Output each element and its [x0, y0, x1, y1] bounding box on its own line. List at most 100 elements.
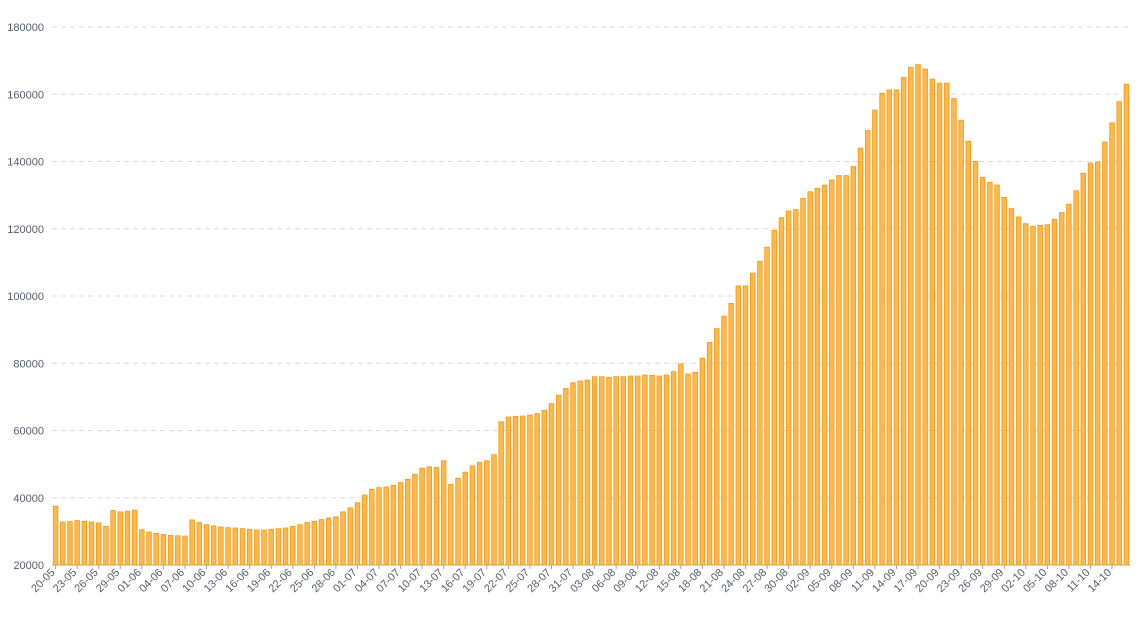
x-tick-label: 05-09	[805, 567, 833, 595]
bar	[800, 198, 806, 566]
bar	[210, 525, 217, 566]
bar	[1066, 203, 1072, 566]
bar	[678, 363, 684, 566]
bar	[972, 161, 979, 566]
bar	[304, 522, 310, 566]
bar	[721, 315, 727, 566]
bar	[498, 421, 504, 566]
x-tick-label: 02-10	[1000, 567, 1028, 595]
bar	[110, 510, 116, 566]
bar	[807, 191, 813, 566]
y-tick-label: 160000	[7, 89, 44, 101]
x-tick-label: 29-05	[94, 567, 122, 595]
bar	[987, 181, 993, 566]
bar	[261, 529, 267, 566]
x-tick-label: 09-08	[611, 567, 639, 595]
x-tick-label: 25-06	[288, 567, 316, 595]
bar	[893, 89, 900, 566]
bar	[282, 527, 289, 566]
bar	[1109, 122, 1115, 566]
bar	[67, 521, 73, 566]
bar	[872, 109, 878, 566]
bar	[714, 328, 720, 566]
bar	[915, 64, 921, 566]
bar	[512, 415, 519, 566]
x-tick-label: 01-07	[331, 567, 359, 595]
x-tick-label: 23-05	[51, 567, 79, 595]
y-tick-label: 120000	[7, 224, 44, 236]
bar	[1080, 172, 1086, 566]
bar	[764, 246, 770, 566]
y-tick-label: 80000	[13, 358, 44, 370]
bar	[886, 89, 892, 566]
bar	[706, 341, 713, 566]
bar	[340, 511, 346, 566]
x-tick-label: 19-06	[245, 567, 273, 595]
y-tick-label: 40000	[13, 493, 44, 505]
bar	[850, 166, 857, 566]
y-tick-label: 100000	[7, 291, 44, 303]
x-tick-label: 24-08	[719, 567, 747, 595]
bar	[455, 477, 461, 566]
bar	[146, 531, 152, 566]
bar	[613, 376, 619, 566]
bar	[117, 511, 123, 566]
bar	[1123, 83, 1130, 566]
bar	[60, 521, 66, 566]
bar	[167, 535, 174, 566]
x-tick-label: 16-07	[439, 567, 467, 595]
bar	[297, 524, 303, 566]
y-axis-ticks: 20000 40000 60000 80000 100000 120000 140000 16…	[7, 22, 44, 572]
bar	[606, 376, 612, 566]
bar	[246, 528, 253, 566]
bar	[685, 373, 691, 566]
bar	[1116, 101, 1122, 566]
bar	[347, 507, 353, 566]
x-tick-label: 15-08	[655, 567, 683, 595]
bar	[591, 376, 598, 566]
bar	[311, 520, 318, 566]
bar	[843, 175, 849, 566]
bar	[951, 98, 957, 566]
bar	[793, 209, 799, 566]
bar	[1001, 197, 1007, 566]
bar	[829, 179, 835, 566]
x-tick-label: 26-09	[956, 567, 984, 595]
bar	[175, 535, 181, 566]
bar	[929, 78, 936, 566]
bar	[620, 376, 627, 566]
bar	[1015, 216, 1022, 566]
bar	[397, 482, 404, 566]
bar	[96, 522, 102, 566]
bar	[275, 528, 282, 566]
y-tick-label: 20000	[13, 560, 44, 572]
bar	[254, 529, 260, 566]
bar	[857, 147, 864, 566]
bar	[74, 520, 80, 566]
bar	[383, 486, 389, 566]
bar	[642, 374, 648, 566]
bar	[1030, 225, 1036, 566]
x-tick-label: 21-08	[698, 567, 726, 595]
bar	[1102, 141, 1108, 566]
bar	[218, 526, 224, 566]
bar	[405, 478, 411, 566]
bar	[491, 454, 497, 566]
bar	[505, 416, 512, 566]
x-tick-label: 04-07	[353, 567, 381, 595]
bar	[548, 403, 555, 566]
y-tick-label: 140000	[7, 157, 44, 169]
bar	[139, 529, 145, 566]
bar	[563, 388, 569, 566]
x-tick-label: 28-06	[310, 567, 338, 595]
bar	[541, 409, 547, 566]
x-tick-label: 05-10	[1021, 567, 1049, 595]
bar	[900, 77, 907, 566]
bar	[426, 466, 432, 566]
bar	[670, 371, 677, 566]
bar	[361, 494, 368, 566]
bar	[369, 488, 375, 566]
bar	[778, 217, 785, 566]
x-tick-label: 23-09	[935, 567, 963, 595]
